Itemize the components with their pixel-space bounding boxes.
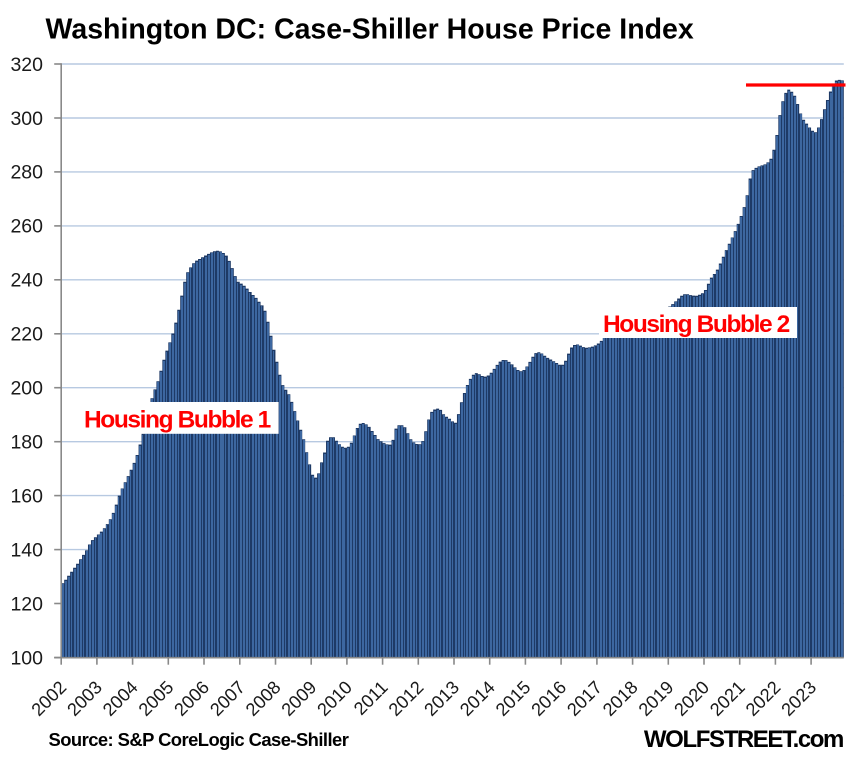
svg-text:300: 300: [10, 108, 43, 130]
svg-text:Source: S&P CoreLogic Case-Shi: Source: S&P CoreLogic Case-Shiller: [49, 729, 349, 750]
svg-text:120: 120: [10, 593, 43, 615]
svg-text:220: 220: [10, 324, 43, 346]
svg-text:320: 320: [10, 54, 43, 76]
svg-text:180: 180: [10, 432, 43, 454]
svg-text:260: 260: [10, 216, 43, 238]
svg-text:280: 280: [10, 162, 43, 184]
svg-text:240: 240: [10, 270, 43, 292]
svg-text:160: 160: [10, 485, 43, 507]
svg-text:Housing Bubble 2: Housing Bubble 2: [603, 311, 790, 338]
svg-text:WOLFSTREET.com: WOLFSTREET.com: [644, 726, 843, 753]
svg-text:200: 200: [10, 378, 43, 400]
svg-text:100: 100: [10, 647, 43, 669]
svg-text:Housing Bubble 1: Housing Bubble 1: [84, 407, 271, 434]
svg-text:140: 140: [10, 539, 43, 561]
svg-text:Washington DC: Case-Shiller Ho: Washington DC: Case-Shiller House Price …: [46, 14, 694, 46]
